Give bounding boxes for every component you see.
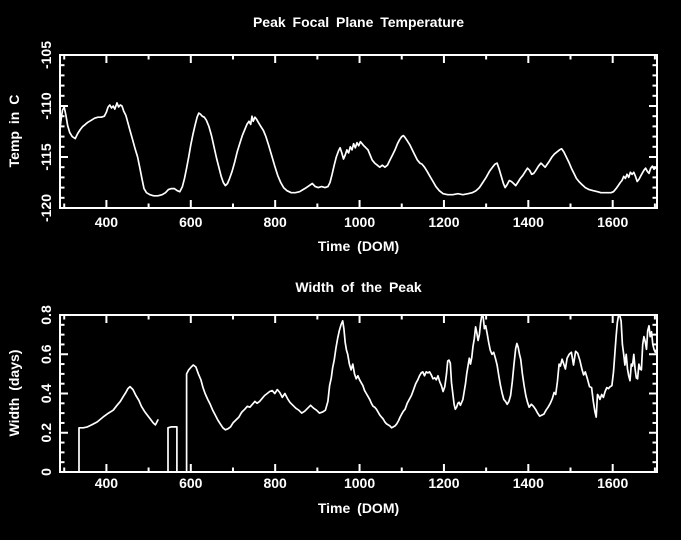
peak-focal-plane-temperature-line (59, 102, 658, 197)
x-tick-label: 1200 (428, 475, 459, 491)
x-tick-label: 400 (95, 214, 119, 230)
y-tick-label: 0.4 (38, 384, 54, 404)
x-tick-label: 1200 (428, 214, 459, 230)
x-tick-label: 800 (263, 475, 287, 491)
temperature-x-axis-label: Time (DOM) (317, 238, 400, 254)
y-tick-label: 0.2 (38, 423, 54, 443)
x-tick-label: 600 (179, 475, 203, 491)
width-y-axis-label: Width (days) (6, 349, 22, 437)
temperature-plot-title: Peak Focal Plane Temperature (252, 14, 465, 30)
temperature-plot: 400 600 800 1000 1200 1400 1600 -120 -115 -110 -10… (38, 41, 658, 230)
x-tick-label: 1000 (344, 214, 375, 230)
axis-ticks (60, 314, 657, 473)
width-plot: 400 600 800 1000 1200 1400 1600 0 0.2 0.4 0.6 0.8 (38, 305, 658, 491)
y-tick-label: -120 (38, 194, 54, 222)
width-plot-title: Width of the Peak (295, 279, 422, 295)
x-tick-label: 1600 (597, 475, 628, 491)
x-tick-labels: 400 600 800 1000 1200 1400 1600 (95, 475, 629, 491)
width-of-the-peak-line (78, 385, 159, 473)
y-tick-label: 0.6 (38, 344, 54, 364)
plot-border (59, 314, 658, 473)
x-tick-label: 400 (95, 475, 119, 491)
y-tick-labels: 0 0.2 0.4 0.6 0.8 (38, 305, 54, 476)
plot-border (59, 54, 658, 209)
axis-ticks (60, 54, 657, 209)
width-x-axis-label: Time (DOM) (317, 500, 400, 516)
x-tick-label: 1600 (597, 214, 628, 230)
x-tick-label: 1400 (513, 475, 544, 491)
y-tick-label: -110 (38, 92, 54, 119)
y-tick-label: 0.8 (38, 305, 54, 325)
x-tick-label: 800 (263, 214, 287, 230)
y-tick-labels: -120 -115 -110 -105 (38, 41, 54, 222)
x-tick-label: 1400 (513, 214, 544, 230)
width-of-the-peak-line (167, 426, 178, 473)
x-tick-label: 600 (179, 214, 203, 230)
x-tick-label: 1000 (344, 475, 375, 491)
x-tick-labels: 400 600 800 1000 1200 1400 1600 (95, 214, 629, 230)
y-tick-label: 0 (38, 468, 54, 476)
width-of-the-peak-line (185, 314, 658, 473)
y-tick-label: -115 (38, 143, 54, 170)
temperature-y-axis-label: Temp in C (6, 94, 22, 168)
y-tick-label: -105 (38, 41, 54, 69)
